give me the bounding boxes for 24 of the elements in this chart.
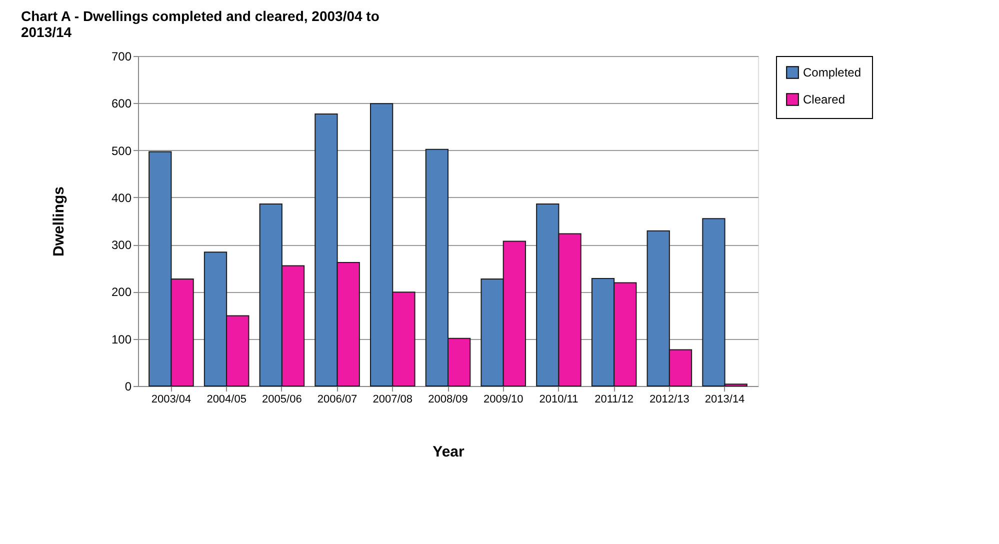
x-axis-title: Year: [432, 444, 465, 460]
y-tick-label: 300: [111, 238, 132, 252]
y-tick-label: 700: [111, 50, 132, 64]
x-tick-label: 2004/05: [206, 394, 246, 406]
x-tick-label: 2003/04: [151, 394, 192, 406]
y-tick-label: 600: [111, 96, 132, 111]
x-tick-label: 2005/06: [262, 394, 302, 406]
legend-label: Completed: [803, 66, 862, 80]
x-tick-label: 2006/07: [317, 394, 358, 406]
x-tick-label: 2007/08: [372, 394, 413, 406]
y-tick-label: 0: [124, 380, 132, 394]
legend-label: Cleared: [803, 92, 846, 106]
x-tick-label: 2013/14: [704, 394, 745, 406]
chart-title: Chart A - Dwellings completed and cleared, 2003/04 to 2013/14: [20, 8, 380, 40]
y-tick-label: 500: [111, 144, 132, 158]
x-tick-label: 2012/13: [650, 394, 690, 406]
y-tick-label: 100: [111, 332, 132, 346]
x-tick-label: 2011/12: [594, 394, 634, 406]
y-tick-label: 400: [111, 190, 132, 205]
y-axis-title: Dwellings: [50, 186, 68, 257]
x-tick-label: 2008/09: [428, 394, 468, 406]
x-tick-label: 2009/10: [483, 394, 524, 406]
y-tick-label: 200: [111, 285, 132, 300]
x-tick-label: 2010/11: [539, 394, 578, 406]
